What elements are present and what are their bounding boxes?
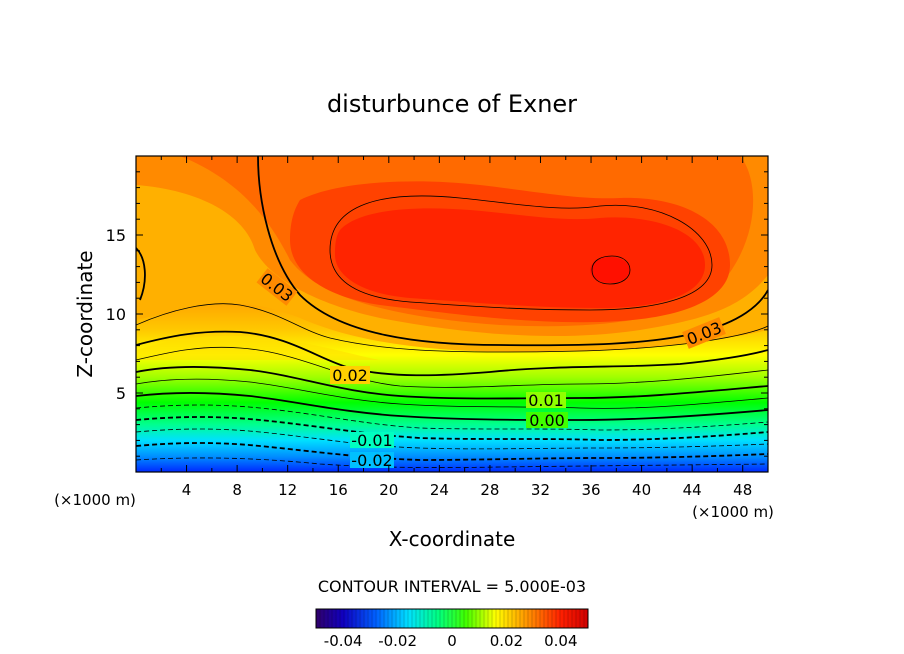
- x-axis-ticks: 4 8 12 16 20 24 28 32 36 40 44 48: [160, 156, 752, 499]
- contour-line-0015: [136, 346, 768, 388]
- contour-line-0005: [136, 378, 768, 409]
- x-tick-label: 24: [430, 481, 449, 499]
- colorbar-tick-label: -0.02: [378, 632, 417, 650]
- x-tick-label: 32: [531, 481, 550, 499]
- contour-label-002: 0.02: [332, 366, 368, 385]
- colorbar-frame: [315, 608, 589, 629]
- y-tick-label: 5: [116, 384, 126, 403]
- x-axis-label: X-coordinate: [389, 527, 516, 551]
- contour-lines: [136, 156, 768, 468]
- contour-line-0035: [329, 195, 713, 311]
- contour-label-000: 0.00: [529, 411, 565, 430]
- contour-line-002: [136, 330, 768, 377]
- contour-line-m001: [136, 416, 768, 441]
- colorbar-tick-label: -0.04: [324, 632, 363, 650]
- contour-line-m0025: [136, 457, 768, 468]
- contour-label-bg: [350, 452, 394, 468]
- contour-line-0035-inner: [591, 255, 631, 285]
- contour-label-001: 0.01: [528, 391, 564, 410]
- contour-field: [136, 156, 768, 472]
- x-tick-label: 16: [329, 481, 348, 499]
- y-tick-label: 15: [106, 226, 126, 245]
- x-unit-right: (×1000 m): [692, 503, 774, 521]
- colorbar-tick-label: 0.04: [544, 632, 577, 650]
- contour-label-bg: [526, 392, 566, 408]
- contour-label-bg: [330, 366, 370, 384]
- colorbar-fill: [316, 609, 588, 628]
- field-band-yellow-bump: [136, 335, 380, 360]
- x-tick-label: 28: [480, 481, 499, 499]
- contour-line-001: [136, 365, 768, 400]
- y-axis-label: Z-coordinate: [73, 250, 97, 377]
- chart-title: disturbunce of Exner: [327, 90, 577, 118]
- colorbar-stripes: [319, 609, 585, 628]
- x-tick-label: 4: [182, 481, 192, 499]
- contour-label-m001: -0.01: [351, 431, 392, 450]
- contour-label-bg: [256, 268, 298, 306]
- x-tick-label: 8: [232, 481, 242, 499]
- field-max-core: [590, 257, 630, 283]
- contour-line-000: [136, 392, 768, 421]
- contour-label-m002: -0.02: [351, 451, 392, 470]
- y-tick-label: 10: [106, 305, 126, 324]
- contour-label-bg: [682, 317, 726, 349]
- contour-interval-text: CONTOUR INTERVAL = 5.000E-03: [318, 577, 586, 596]
- field-band-red: [335, 208, 705, 308]
- x-tick-label: 12: [278, 481, 297, 499]
- x-tick-label: 36: [581, 481, 600, 499]
- contour-label-bg: [350, 432, 394, 448]
- x-tick-label: 40: [632, 481, 651, 499]
- x-tick-label: 44: [683, 481, 702, 499]
- x-tick-label: 48: [733, 481, 752, 499]
- y-axis-ticks: 5 10 15: [106, 171, 768, 457]
- x-unit-left: (×1000 m): [54, 491, 136, 509]
- contour-label-bg: [526, 412, 568, 428]
- colorbar-tick-label: 0.02: [490, 632, 523, 650]
- colorbar-ticks: -0.04 -0.02 0 0.02 0.04: [324, 632, 578, 650]
- contour-line-m0005: [136, 404, 768, 431]
- x-tick-label: 20: [379, 481, 398, 499]
- colorbar-tick-label: 0: [447, 632, 457, 650]
- colorbar: -0.04 -0.02 0 0.02 0.04: [315, 608, 589, 650]
